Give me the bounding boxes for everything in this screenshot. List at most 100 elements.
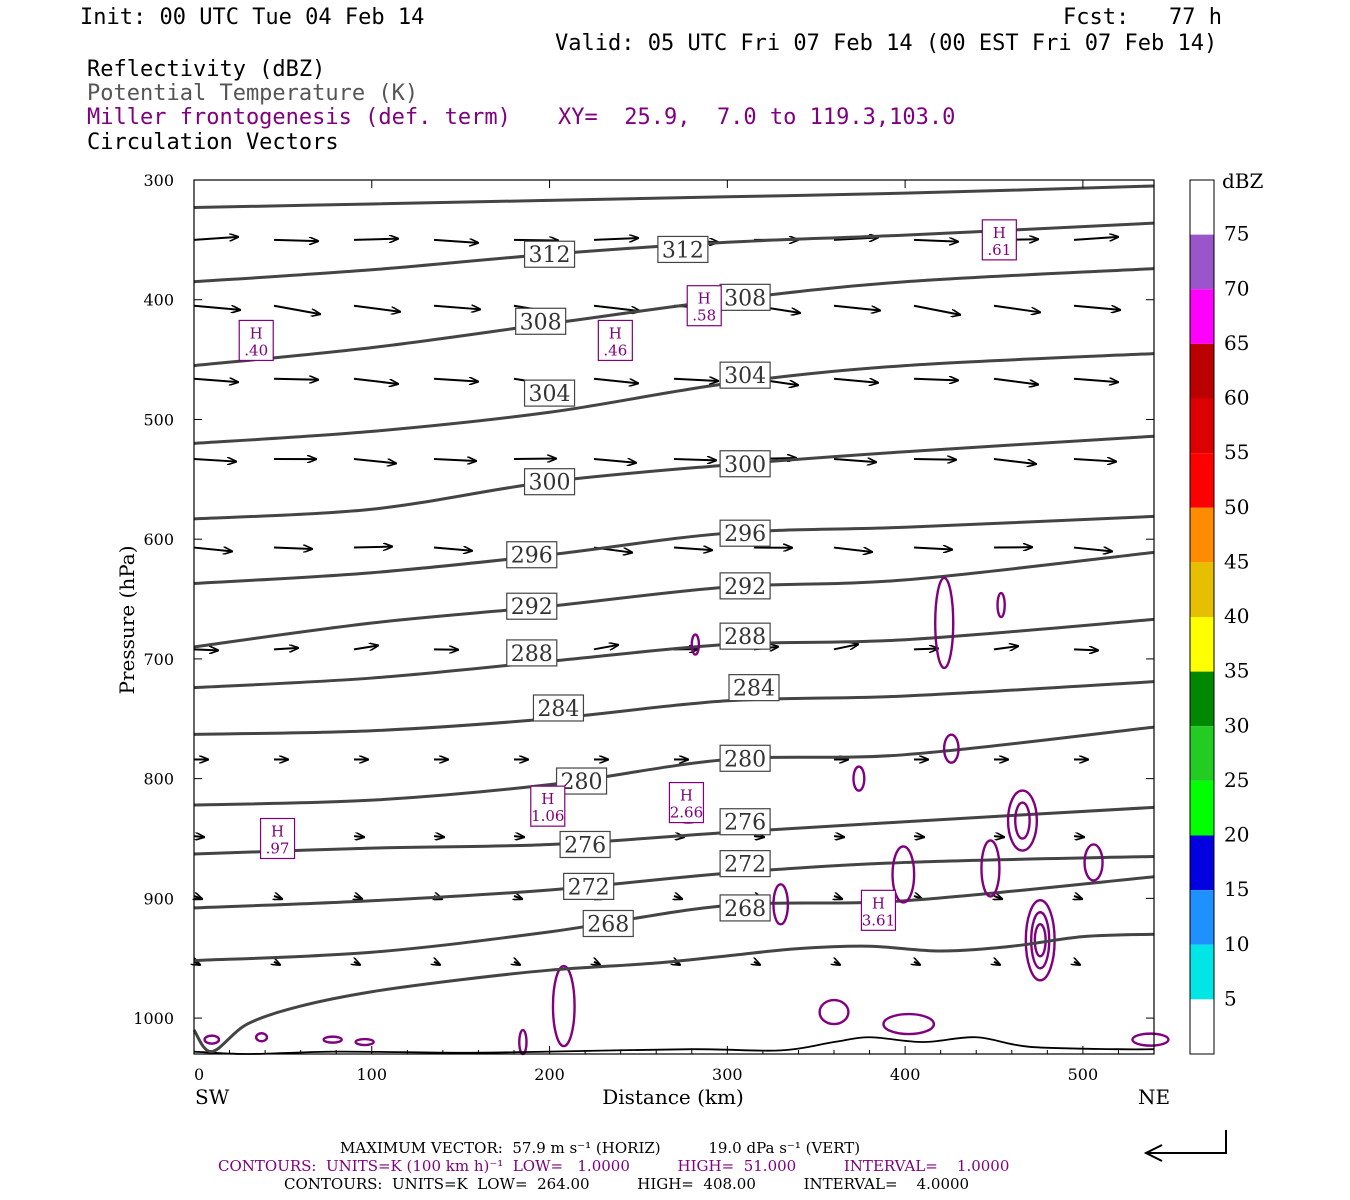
circulation-vector: [273, 648, 298, 649]
colorbar-label: 20: [1224, 823, 1249, 847]
colorbar-swatch: [1190, 671, 1214, 727]
frontogenesis-contour: [1006, 789, 1039, 852]
circulation-vector: [593, 238, 638, 240]
circulation-vector: [1074, 962, 1080, 965]
circulation-vector: [993, 457, 1036, 464]
plot-frame: [193, 179, 1155, 1055]
svg-text:292: 292: [724, 575, 766, 600]
svg-text:272: 272: [724, 853, 766, 878]
svg-text:288: 288: [724, 625, 766, 650]
circulation-vector: [353, 304, 400, 312]
theta-label-304: 304: [523, 379, 576, 407]
svg-text:280: 280: [724, 747, 766, 772]
frontogenesis-contour-note: CONTOURS: UNITS=K (100 km h)⁻¹ LOW= 1.00…: [218, 1157, 1010, 1175]
frontogenesis-contour: [934, 576, 955, 670]
circulation-vector: [433, 379, 478, 382]
y-tick-label: 400: [143, 291, 174, 310]
frontogenesis-max-label: H.61: [981, 219, 1017, 261]
circulation-vector: [673, 548, 712, 551]
circulation-vector: [993, 646, 1018, 649]
circulation-vector: [674, 896, 682, 899]
sw-label: SW: [195, 1085, 230, 1109]
svg-text:280: 280: [561, 770, 603, 795]
frontogenesis-contour: [882, 1012, 936, 1036]
colorbar-label: 25: [1224, 768, 1249, 792]
colorbar-label: 5: [1224, 986, 1237, 1010]
circulation-vector: [833, 304, 880, 311]
colorbar-swatch: [1190, 726, 1214, 781]
theta-label-288: 288: [506, 639, 558, 667]
colorbar-label: 35: [1224, 659, 1249, 683]
theta-contour-276: [193, 805, 1155, 856]
svg-text:308: 308: [520, 310, 562, 335]
circulation-vector: [194, 962, 200, 965]
x-tick-label: 400: [890, 1065, 921, 1084]
circulation-vector: [353, 547, 392, 548]
circulation-vector: [273, 548, 312, 549]
circulation-vector: [913, 649, 938, 650]
svg-text:276: 276: [564, 833, 606, 858]
svg-text:308: 308: [724, 286, 766, 311]
field-frontogenesis: Miller frontogenesis (def. term): [87, 105, 511, 130]
svg-text:312: 312: [662, 238, 704, 263]
frontogenesis-max-label: H1.06: [530, 785, 566, 827]
svg-text:H: H: [541, 790, 554, 808]
frontogenesis-max-label: H.40: [238, 319, 274, 362]
circulation-vector: [433, 240, 478, 243]
forecast-hour: Fcst: 77 h: [1063, 5, 1222, 30]
svg-text:284: 284: [537, 697, 579, 722]
circulation-vector: [833, 644, 858, 651]
circulation-vector: [753, 836, 764, 837]
circulation-vector: [1073, 459, 1116, 462]
theta-contour-284: [193, 680, 1155, 736]
x-axis-title: Distance (km): [602, 1085, 744, 1109]
svg-text:304: 304: [724, 364, 766, 389]
y-tick-label: 800: [143, 770, 174, 789]
frontogenesis-contour: [891, 845, 916, 904]
frontogenesis-contour: [818, 998, 850, 1026]
circulation-vector: [913, 379, 958, 381]
colorbar-swatch: [1190, 343, 1214, 399]
circulation-vector: [833, 836, 844, 837]
y-tick-label: 300: [143, 171, 174, 190]
circulation-vector: [913, 304, 960, 315]
theta-contour-312: [193, 184, 1155, 210]
theta-label-292: 292: [506, 592, 558, 620]
circulation-vector: [594, 962, 600, 965]
theta-label-284: 284: [728, 674, 780, 702]
svg-text:H: H: [271, 822, 284, 840]
circulation-vector: [274, 962, 280, 965]
svg-text:296: 296: [724, 522, 766, 547]
svg-text:2.66: 2.66: [670, 804, 703, 822]
colorbar-swatch: [1190, 289, 1214, 344]
frontogenesis-contour: [551, 964, 576, 1048]
init-time: Init: 00 UTC Tue 04 Feb 14: [80, 5, 425, 30]
circulation-vector: [353, 239, 398, 240]
field-circulation-vectors: Circulation Vectors: [87, 130, 339, 155]
colorbar-label: 65: [1224, 331, 1249, 355]
svg-text:284: 284: [733, 677, 775, 702]
frontogenesis-contour: [1033, 923, 1047, 958]
circulation-vector: [1073, 237, 1118, 240]
svg-text:H: H: [609, 324, 622, 342]
x-tick-label: 100: [357, 1065, 388, 1084]
theta-label-296: 296: [719, 519, 771, 547]
frontogenesis-max-label: H.46: [597, 319, 633, 362]
circulation-vector: [673, 379, 718, 381]
circulation-vector: [433, 836, 444, 837]
ne-label: NE: [1138, 1085, 1170, 1109]
circulation-vector: [993, 304, 1040, 313]
svg-text:H: H: [698, 290, 711, 308]
circulation-vector: [833, 459, 876, 462]
theta-label-280: 280: [555, 767, 608, 795]
circulation-vector: [434, 962, 440, 965]
theta-label-312: 312: [657, 235, 709, 263]
circulation-vector: [193, 237, 238, 240]
circulation-vector: [994, 896, 1002, 899]
colorbar-label: 10: [1224, 932, 1249, 956]
circulation-vector: [993, 836, 1004, 837]
x-tick-label: 500: [1068, 1065, 1099, 1084]
theta-label-300: 300: [719, 450, 771, 478]
frontogenesis-contour: [1014, 801, 1031, 840]
svg-text:1.06: 1.06: [531, 807, 564, 825]
